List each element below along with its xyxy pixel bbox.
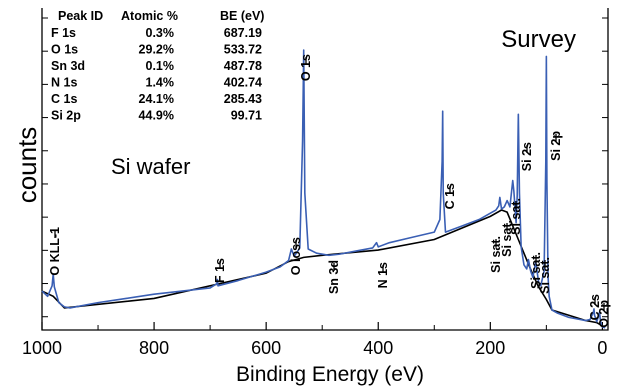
y-axis-label: counts bbox=[12, 127, 42, 204]
table-cell: 24.1% bbox=[139, 92, 174, 106]
plot-lines bbox=[41, 49, 606, 329]
x-tick-label: 800 bbox=[139, 338, 169, 358]
table-cell: N 1s bbox=[51, 76, 77, 90]
table-cell: 402.74 bbox=[224, 76, 262, 90]
peak-label: O loss bbox=[289, 237, 303, 275]
x-tick-label: 0 bbox=[597, 338, 607, 358]
x-axis-label: Binding Energy (eV) bbox=[236, 363, 424, 386]
table-cell: 0.3% bbox=[146, 26, 175, 40]
table-cell: 687.19 bbox=[224, 26, 262, 40]
peak-label: Si sat. bbox=[529, 252, 543, 289]
table-header: Atomic % bbox=[121, 9, 178, 23]
table-cell: 0.1% bbox=[146, 59, 175, 73]
peak-label: C 2s bbox=[588, 294, 602, 320]
peak-label: Si 2p bbox=[549, 131, 563, 161]
peak-label: O 2p bbox=[597, 300, 611, 328]
peak-label: Si sat. bbox=[500, 220, 514, 257]
peak-label: Sn 3d bbox=[327, 260, 341, 294]
table-cell: O 1s bbox=[51, 43, 78, 57]
table-cell: 1.4% bbox=[146, 76, 175, 90]
peak-label: O 1s bbox=[299, 54, 313, 81]
table-cell: 44.9% bbox=[139, 109, 174, 123]
table-cell: Si 2p bbox=[51, 109, 81, 123]
x-axis-ticks: 1000 800 600 400 200 0 bbox=[22, 322, 607, 358]
x-tick-label: 400 bbox=[363, 338, 393, 358]
table-cell: Sn 3d bbox=[51, 59, 85, 73]
table-cell: 99.71 bbox=[231, 109, 262, 123]
table-cell: 487.78 bbox=[224, 59, 262, 73]
axes-frame bbox=[41, 8, 609, 331]
peak-label: O KLL-1 bbox=[48, 227, 62, 276]
peak-label: Si sat. bbox=[489, 236, 503, 273]
x-tick-label: 1000 bbox=[22, 338, 62, 358]
table-header: Peak ID bbox=[58, 9, 103, 23]
table-cell: 533.72 bbox=[224, 43, 262, 57]
peak-labels: O KLL-1 F 1s O loss O 1s Sn 3d N 1s C 1s Si sat… bbox=[48, 54, 611, 328]
table-header: BE (eV) bbox=[220, 9, 264, 23]
peak-label: F 1s bbox=[213, 258, 227, 283]
peak-label: C 1s bbox=[443, 183, 457, 209]
peak-label: Si sat. bbox=[509, 198, 523, 235]
spectrum-line bbox=[41, 49, 606, 329]
sample-annotation: Si wafer bbox=[111, 154, 190, 179]
peak-label: Si 2s bbox=[520, 142, 534, 171]
peak-label: N 1s bbox=[376, 262, 390, 288]
table-cell: 29.2% bbox=[139, 43, 174, 57]
plot-frame bbox=[41, 8, 609, 331]
table-cell: C 1s bbox=[51, 92, 77, 106]
peak-label: Si sat. bbox=[538, 257, 552, 294]
survey-annotation: Survey bbox=[501, 26, 576, 53]
table-cell: 285.43 bbox=[224, 92, 262, 106]
peak-table: Peak ID Atomic % BE (eV) F 1s 0.3% 687.19 O 1s… bbox=[51, 9, 264, 123]
table-cell: F 1s bbox=[51, 26, 76, 40]
background-line bbox=[41, 209, 603, 327]
x-tick-label: 200 bbox=[475, 338, 505, 358]
x-tick-label: 600 bbox=[251, 338, 281, 358]
